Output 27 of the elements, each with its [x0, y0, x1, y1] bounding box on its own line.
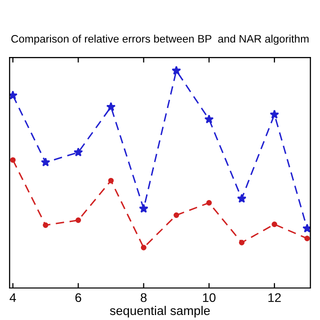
point [138, 204, 148, 213]
x-tick-label: 8 [140, 293, 147, 302]
point [237, 194, 246, 203]
point [74, 148, 83, 156]
point [10, 90, 18, 100]
x-axis-title: sequential sample [110, 306, 210, 318]
point [302, 224, 310, 233]
point [40, 158, 50, 166]
x-tick-label: 6 [75, 293, 82, 302]
point [206, 200, 212, 206]
point [10, 157, 16, 163]
point [75, 217, 82, 223]
x-tick-label: 12 [268, 293, 281, 302]
x-tick-label: 4 [10, 293, 16, 302]
point [140, 244, 146, 250]
point [272, 222, 278, 228]
point [174, 212, 180, 218]
x-tick-label: 10 [203, 293, 216, 302]
point [106, 102, 116, 112]
point [238, 240, 245, 246]
point [204, 114, 214, 124]
chart-title: Comparison of relative errors between BP and NAR algorithm [11, 34, 309, 45]
point [108, 178, 114, 184]
point [304, 236, 310, 242]
point [42, 222, 48, 228]
point [172, 66, 182, 75]
point [270, 110, 280, 119]
